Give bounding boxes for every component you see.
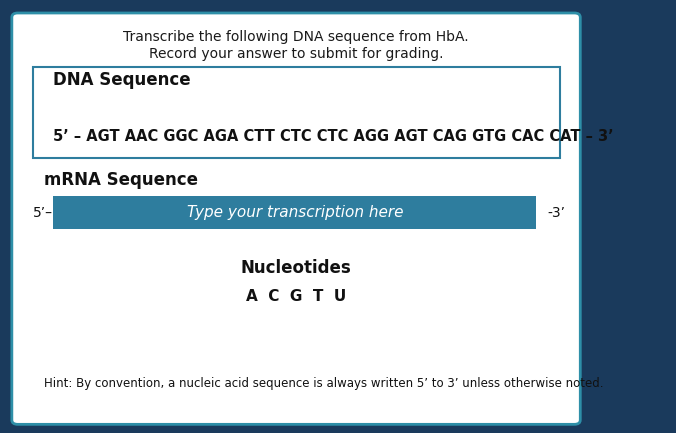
Text: mRNA Sequence: mRNA Sequence xyxy=(45,171,199,189)
FancyBboxPatch shape xyxy=(53,196,536,229)
Text: DNA Sequence: DNA Sequence xyxy=(53,71,191,89)
Text: 5’–: 5’– xyxy=(32,206,53,220)
Text: Record your answer to submit for grading.: Record your answer to submit for grading… xyxy=(149,47,443,61)
Text: Nucleotides: Nucleotides xyxy=(241,259,352,278)
FancyBboxPatch shape xyxy=(12,13,580,424)
Text: A  C  G  T  U: A C G T U xyxy=(246,289,346,304)
Text: -3’: -3’ xyxy=(548,206,566,220)
Text: Hint: By convention, a nucleic acid sequence is always written 5’ to 3’ unless o: Hint: By convention, a nucleic acid sequ… xyxy=(45,377,604,390)
Text: Type your transcription here: Type your transcription here xyxy=(187,205,403,220)
Text: 5’ – AGT AAC GGC AGA CTT CTC CTC AGG AGT CAG GTG CAC CAT – 3’: 5’ – AGT AAC GGC AGA CTT CTC CTC AGG AGT… xyxy=(53,129,614,144)
FancyBboxPatch shape xyxy=(32,67,560,158)
Text: Transcribe the following DNA sequence from HbA.: Transcribe the following DNA sequence fr… xyxy=(123,30,469,44)
